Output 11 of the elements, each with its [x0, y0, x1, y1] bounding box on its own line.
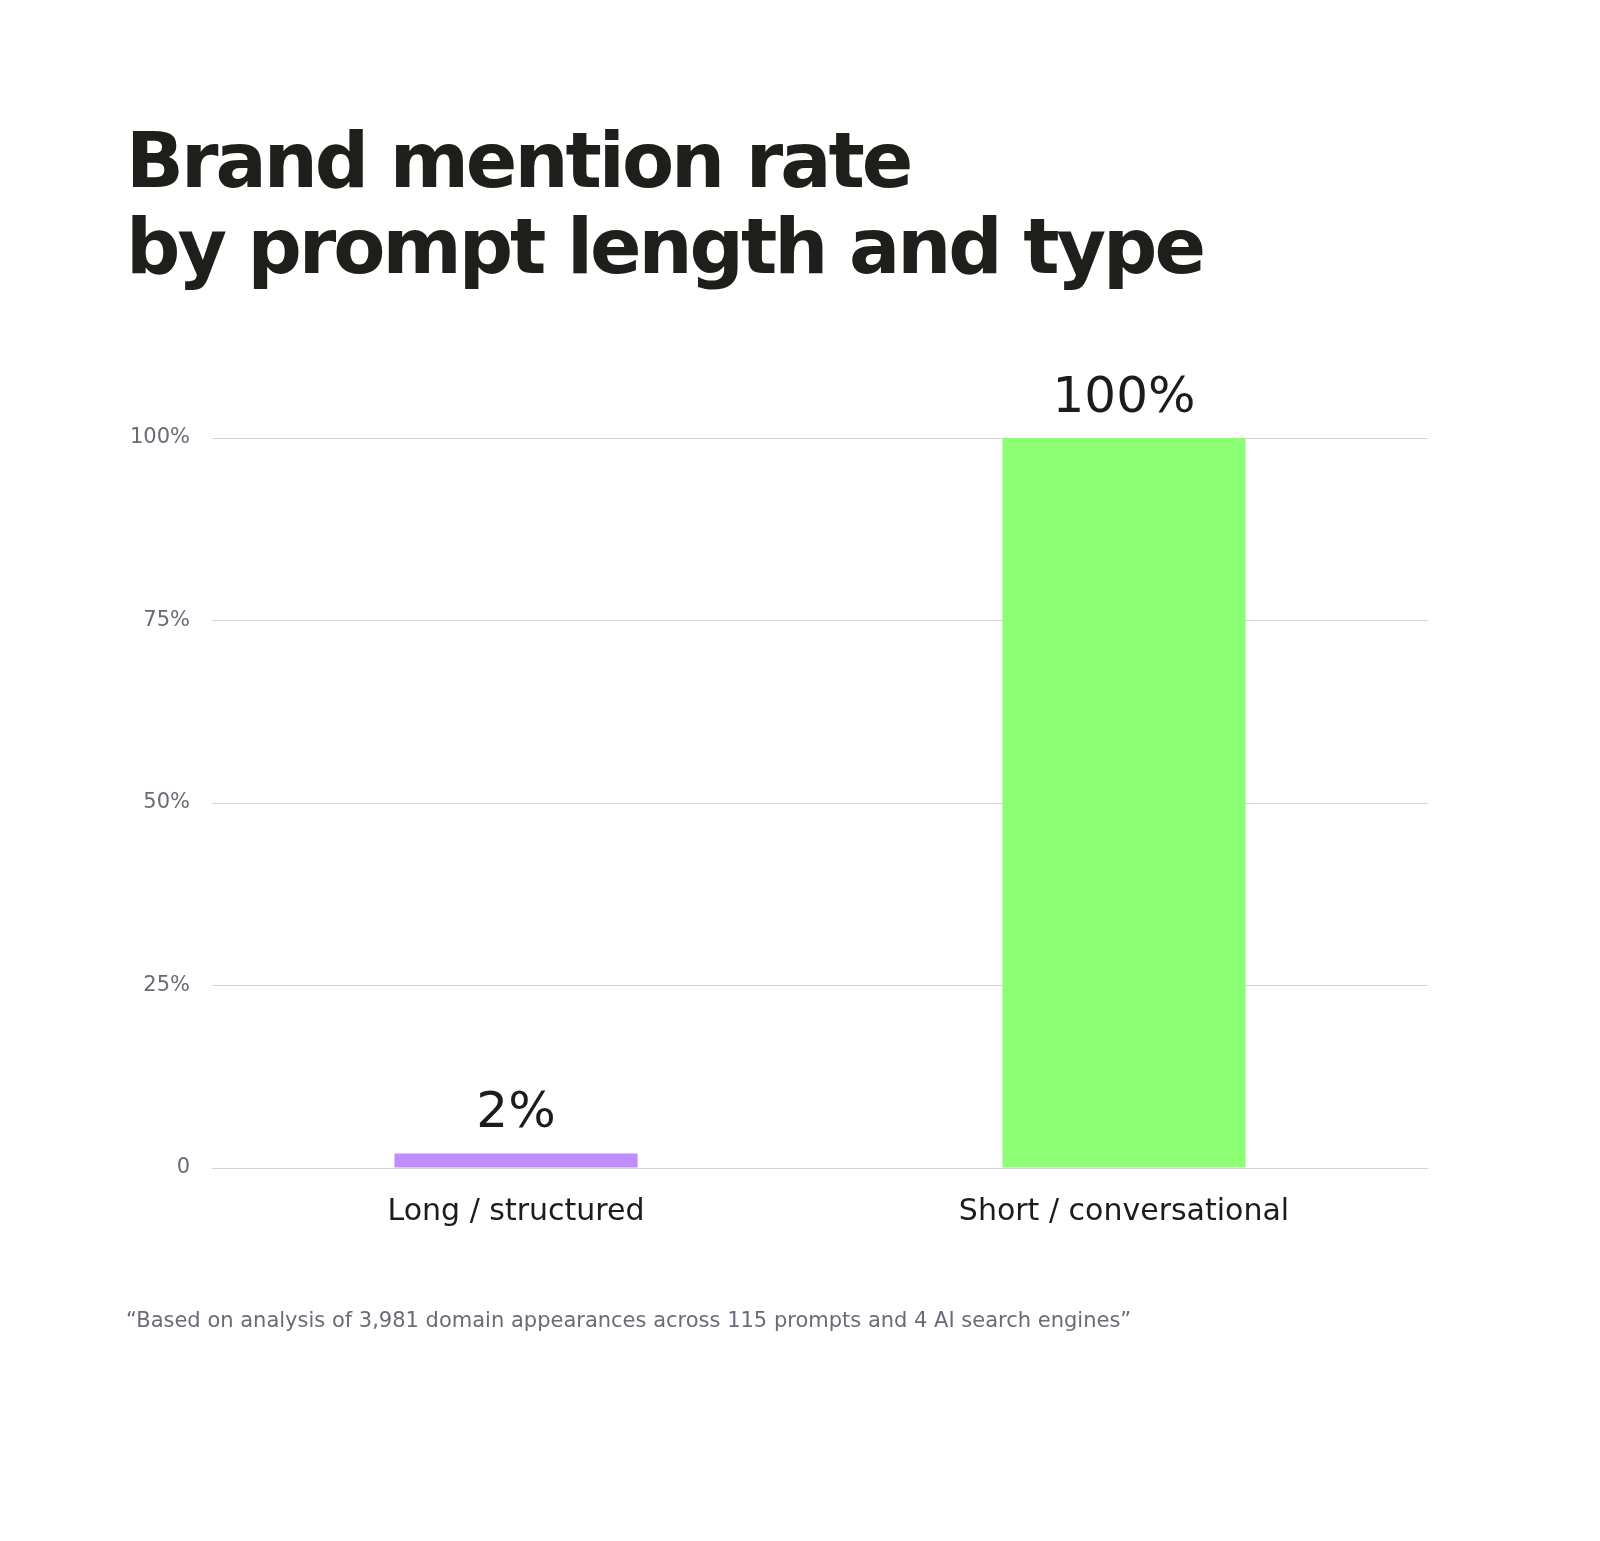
- x-tick-label: Long / structured: [387, 1191, 645, 1227]
- x-tick-label: Short / conversational: [958, 1191, 1290, 1227]
- y-tick-label: 50%: [143, 789, 191, 814]
- y-tick-label: 100%: [129, 424, 191, 449]
- data-label: 100%: [1052, 365, 1196, 424]
- y-tick-label: 0: [176, 1154, 191, 1179]
- y-tick-label: 75%: [143, 606, 191, 631]
- data-label: 2%: [476, 1081, 556, 1140]
- chart-title: Brand mention rate by prompt length and type: [126, 116, 1203, 291]
- y-tick-label: 25%: [143, 971, 191, 996]
- text: “Based on analysis of 3,981 domain appearances across 115 prompts and 4 AI search engines”: [126, 1308, 1132, 1332]
